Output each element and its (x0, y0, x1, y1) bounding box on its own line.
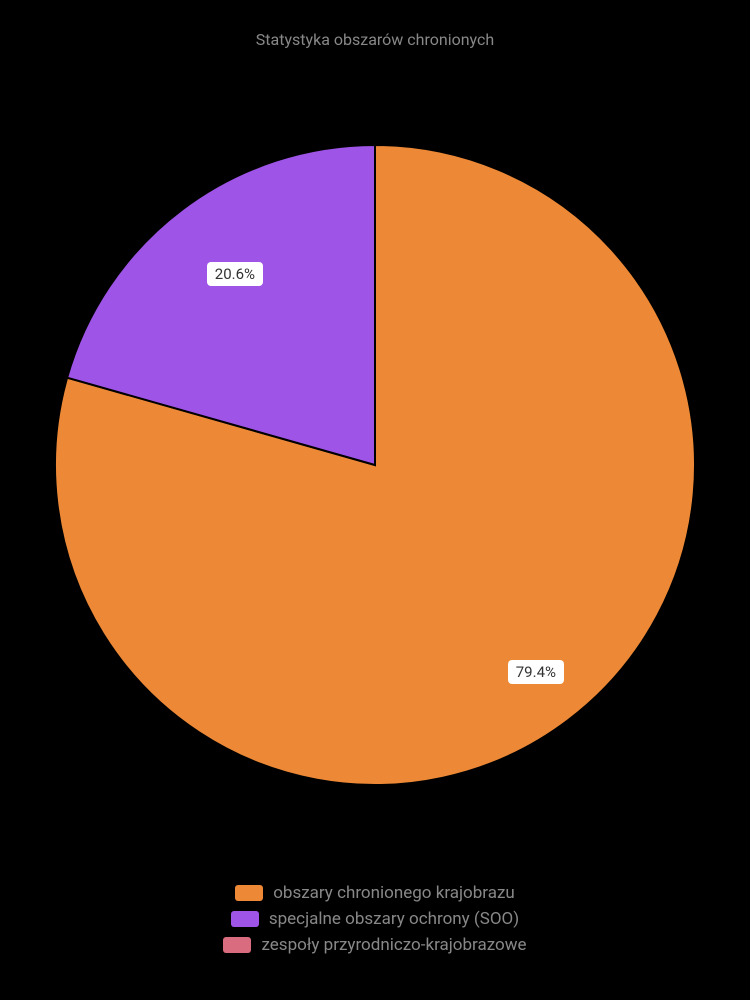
legend-swatch-2 (223, 937, 251, 953)
legend-label-0: obszary chronionego krajobrazu (273, 883, 515, 903)
legend: obszary chronionego krajobrazu specjalne … (0, 883, 750, 955)
legend-swatch-1 (231, 911, 259, 927)
legend-item-2: zespoły przyrodniczo-krajobrazowe (223, 935, 526, 955)
chart-title: Statystyka obszarów chronionych (0, 30, 750, 49)
legend-label-1: specjalne obszary ochrony (SOO) (269, 909, 519, 929)
legend-item-1: specjalne obszary ochrony (SOO) (231, 909, 519, 929)
chart-area (0, 100, 750, 830)
pie-chart (45, 135, 705, 795)
legend-swatch-0 (235, 885, 263, 901)
legend-label-2: zespoły przyrodniczo-krajobrazowe (261, 935, 526, 955)
data-label-0: 79.4% (508, 660, 564, 684)
data-label-1: 20.6% (207, 262, 263, 286)
legend-item-0: obszary chronionego krajobrazu (235, 883, 515, 903)
